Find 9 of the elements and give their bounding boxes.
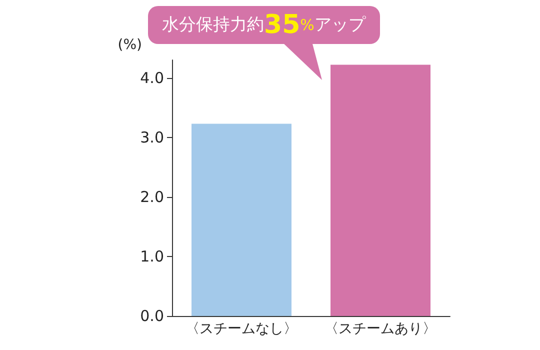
x-tick-label: 〈スチームあり〉: [324, 321, 436, 337]
chart-title: 水分保持力約35%アップ: [162, 10, 366, 40]
y-tick-label: 4.0: [140, 68, 164, 87]
y-tick-label: 3.0: [140, 128, 164, 146]
y-tick-label: 0.0: [140, 307, 164, 325]
y-axis-title: (%): [118, 37, 142, 53]
y-tick-label: 2.0: [140, 188, 164, 206]
y-tick-label: 1.0: [140, 247, 164, 266]
x-tick-label: 〈スチームなし〉: [186, 321, 298, 337]
